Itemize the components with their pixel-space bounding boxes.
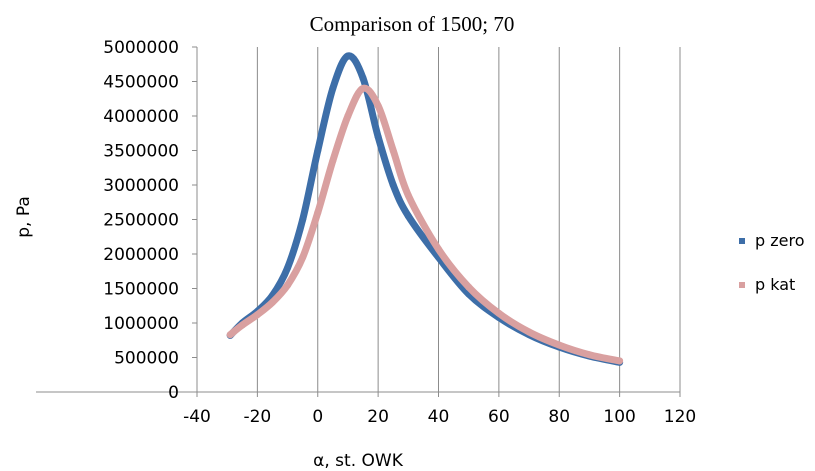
legend-marker	[739, 238, 745, 244]
series-p-kat-point	[555, 341, 563, 349]
series-p-kat-line	[226, 84, 624, 365]
series-p-kat-point	[238, 321, 246, 329]
series-p-kat-point	[495, 309, 503, 317]
y-tick-label: 2500000	[103, 211, 179, 231]
x-axis-label: α, st. OWK	[313, 451, 404, 471]
legend-marker	[739, 282, 745, 288]
series-p-zero-point	[389, 181, 397, 189]
x-tick-label: 20	[367, 407, 389, 427]
y-tick-label: 5000000	[103, 38, 179, 58]
series-p-kat-point	[389, 147, 397, 154]
x-tick-label: -40	[183, 407, 211, 427]
y-axis-label: p, Pa	[14, 196, 34, 238]
legend-label: p zero	[755, 231, 805, 250]
series-p-kat-point	[226, 331, 234, 339]
series-p-kat-point	[465, 283, 473, 291]
series-p-zero-point	[329, 84, 337, 92]
series-p-zero-point	[314, 147, 322, 154]
axis-layer	[36, 46, 681, 397]
x-tick-label: 60	[488, 407, 510, 427]
tick-layer: -40 -20 0 20 40 60 80 100 120 0 500000 1000000 15000…	[103, 38, 696, 427]
y-tick-label: 1000000	[103, 314, 179, 334]
x-tick-label: 0	[312, 407, 323, 427]
series-p-kat-point	[314, 209, 322, 217]
series-p-kat-point	[435, 245, 442, 253]
x-tick-label: 80	[548, 407, 570, 427]
y-tick-label: 500000	[114, 349, 179, 369]
series-p-kat-point	[344, 112, 352, 120]
x-tick-label: -20	[243, 407, 271, 427]
series-p-kat-point	[269, 298, 276, 306]
y-tick-label: 0	[168, 383, 179, 403]
legend: p zero p kat	[739, 231, 805, 294]
series-p-zero-point	[299, 216, 307, 223]
series-p-zero-point	[374, 133, 382, 141]
series-p-kat-point	[299, 253, 307, 261]
x-tick-label: 120	[664, 407, 696, 427]
series-p-zero-point	[284, 264, 292, 272]
y-tick-label: 4500000	[103, 73, 179, 93]
legend-label: p kat	[755, 275, 795, 294]
series-p-kat-point	[404, 191, 412, 199]
series-p-kat-point	[585, 351, 593, 359]
series-p-kat-point	[253, 311, 261, 319]
series-p-kat-point	[374, 102, 382, 110]
series-p-kat-point	[329, 157, 337, 165]
y-tick-label: 2000000	[103, 245, 179, 265]
chart-title: Comparison of 1500; 70	[310, 12, 515, 36]
grid-layer	[196, 47, 681, 392]
y-tick-label: 1500000	[103, 280, 179, 300]
series-layer	[226, 52, 624, 366]
series-p-zero-point	[344, 52, 352, 60]
series-p-kat-point	[359, 84, 367, 92]
series-p-zero-line	[226, 52, 624, 366]
series-p-zero-point	[404, 212, 412, 220]
y-tick-label: 4000000	[103, 107, 179, 127]
y-tick-label: 3500000	[103, 142, 179, 162]
series-p-kat-point	[525, 328, 533, 336]
x-tick-label: 40	[428, 407, 450, 427]
x-tick-label: 100	[603, 407, 635, 427]
y-tick-label: 3000000	[103, 176, 179, 196]
series-p-kat-point	[616, 357, 624, 365]
series-p-kat-point	[284, 281, 292, 289]
series-p-zero-point	[359, 74, 367, 82]
